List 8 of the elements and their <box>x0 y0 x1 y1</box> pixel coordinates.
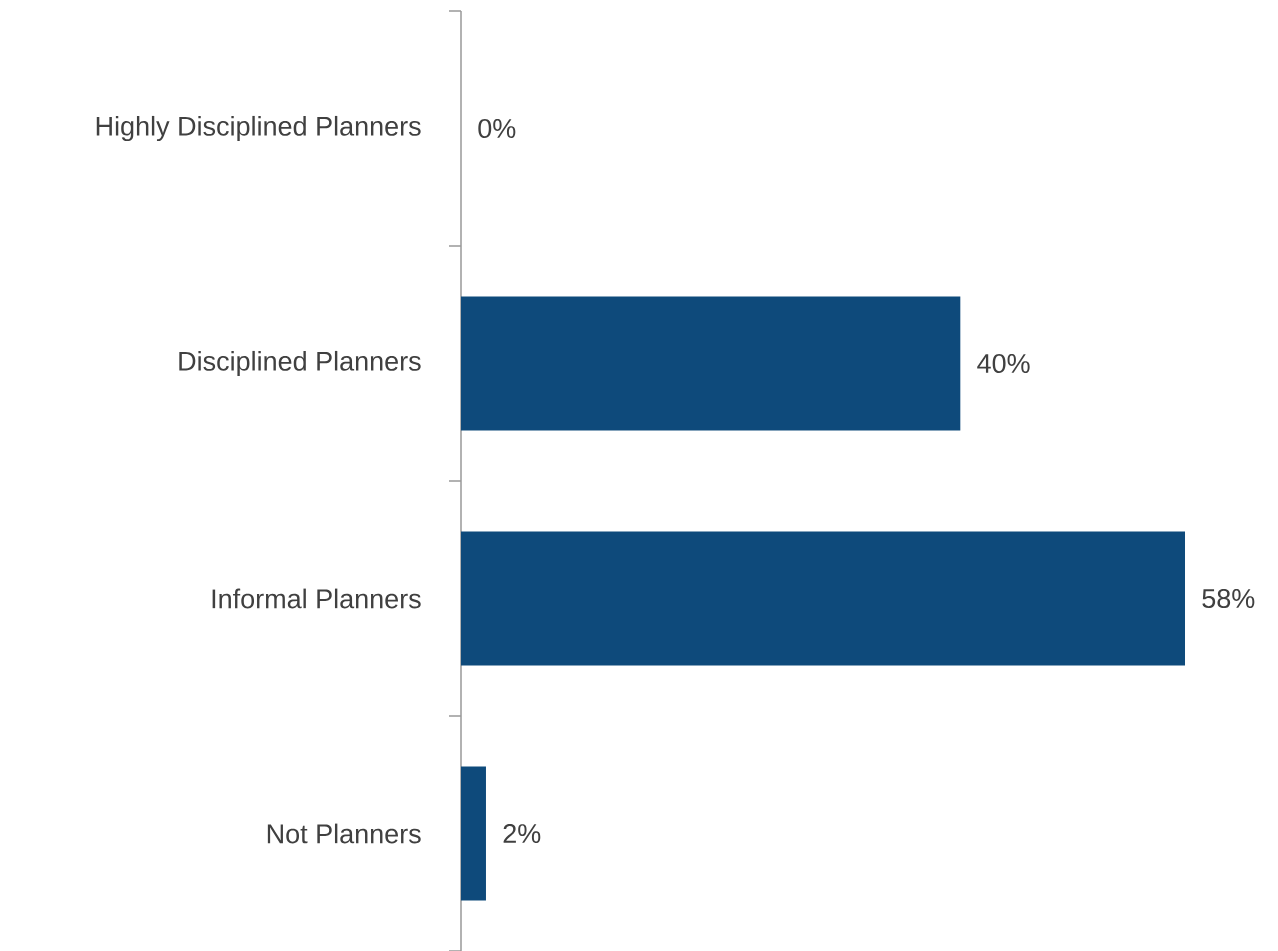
y-tick-label: Not Planners <box>267 823 421 844</box>
data-label: 0% <box>478 118 516 139</box>
data-label: 40% <box>977 353 1030 374</box>
data-label: 2% <box>503 824 541 844</box>
data-label: 58% <box>1202 588 1255 609</box>
y-tick-label: Highly Disciplined Planners <box>96 115 421 142</box>
y-tick-label: Disciplined Planners <box>179 350 421 377</box>
y-tick-label: Informal Planners <box>212 588 421 609</box>
